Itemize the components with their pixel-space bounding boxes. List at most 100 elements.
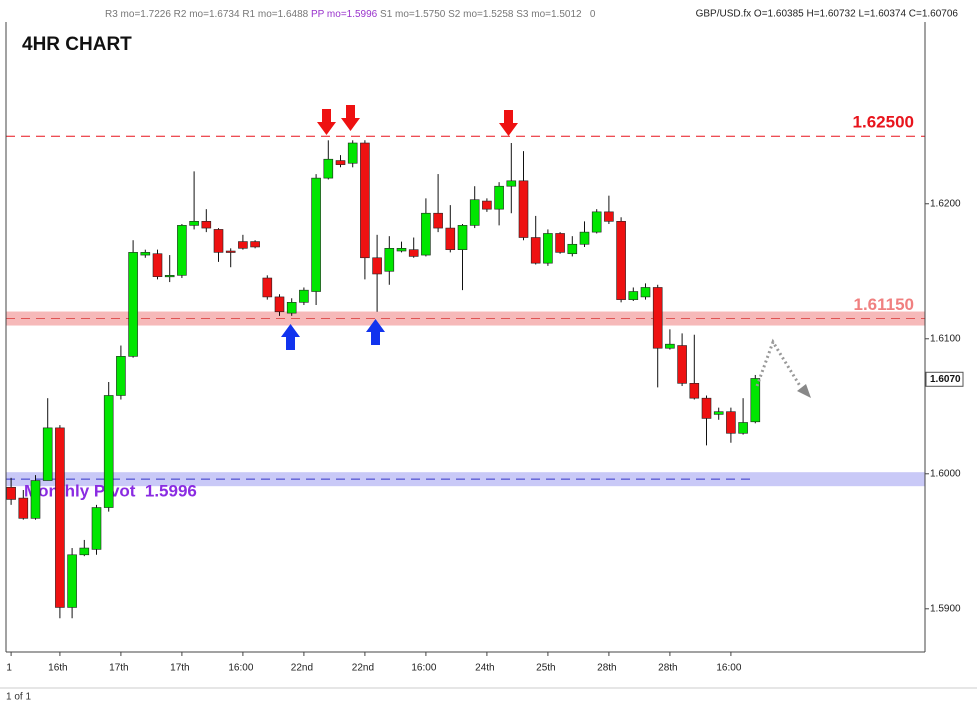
candle-body [262,277,273,298]
candle-body [665,343,675,349]
level-label: 1.61150 [853,295,914,314]
candle-body [372,257,382,275]
candle-body [433,212,443,229]
x-tick-label: 16th [48,663,67,674]
candle-body [213,229,224,253]
x-tick-label: 16:00 [228,663,253,674]
candle-body [628,291,639,300]
candle-body [726,411,736,434]
header-pivots: R3 mo=1.7226 R2 mo=1.6734 R1 mo=1.6488 P… [105,9,596,20]
candle-body [91,507,102,550]
candle-body [457,225,468,250]
candle-body [555,233,565,253]
x-tick-label: 25th [536,663,555,674]
candle-body [469,199,480,226]
candle-body [494,185,504,210]
candle-body [55,427,65,608]
projection-head [797,384,811,398]
counter: 0 [590,9,596,20]
pivot-pp: PP mo=1.5996 [311,9,378,20]
x-tick-label: 24th [475,663,494,674]
candle-body [18,497,29,519]
y-tick-label: 1.5900 [930,603,961,614]
page-count: 1 of 1 [6,692,31,703]
y-tick-label: 1.6000 [930,468,961,479]
level-band [6,472,925,487]
sell-arrow [341,105,360,131]
x-tick-label: 28th [658,663,677,674]
candle-body [128,252,138,357]
candle-body [116,356,126,396]
candle-body [384,248,395,272]
candle-body [30,480,41,519]
chart-title: 4HR CHART [22,34,132,55]
candle-body [396,248,407,252]
candle-body [482,200,492,210]
projection-path [755,338,802,387]
candle-body [677,345,687,384]
x-tick-label: 16:00 [411,663,436,674]
candle-body [713,411,724,415]
candle-body [543,233,553,264]
price-marker [925,371,964,387]
pivots-left: R3 mo=1.7226 R2 mo=1.6734 R1 mo=1.6488 [105,9,309,20]
candle-body [640,287,651,298]
candle-body [530,237,541,264]
candle-body [750,378,761,423]
candle-body [567,243,578,255]
candle-body [604,211,614,222]
x-tick-label: 17th [170,663,189,674]
buy-arrow [366,319,385,345]
candle-body [67,554,77,608]
candle-body [506,180,517,187]
candle-body [518,180,529,238]
candle-body [152,253,163,277]
price-marker-label: 1.6070 [930,374,961,385]
candle-body [189,221,199,226]
x-tick-label: 17th [109,663,128,674]
candle-body [689,383,700,399]
axes: 1.5900 1.6000 1.6100 1.6200 1.6070 1 16th 17th 1… [5,22,964,674]
annotations [281,105,811,398]
x-tick-label: 1 [6,663,12,674]
candle-body [591,211,602,233]
y-tick-label: 1.6200 [930,198,961,209]
candle-body [408,249,419,257]
candle-body [6,486,16,500]
candle-body [299,289,309,303]
candle-body [103,395,114,508]
x-tick-label: 22nd [352,663,374,674]
candle-body [164,275,175,278]
candle-body [347,142,358,164]
candle-body [42,427,53,481]
candle-body [445,227,456,250]
quote: GBP/USD.fx O=1.60385 H=1.60732 L=1.60374… [696,9,959,20]
y-tick-label: 1.6100 [930,333,961,344]
candle-body [201,221,212,229]
candle-body [286,302,297,314]
candle-body [250,241,260,248]
candle-body [701,397,712,419]
candle-body [652,287,663,349]
sell-arrow [499,110,518,136]
level-label: 1.62500 [853,113,914,132]
candle-body [311,177,321,292]
candle-body [225,250,236,253]
candle-body [421,212,431,256]
candle-body [177,225,187,276]
candle-body [579,231,590,245]
candle-body [616,221,626,300]
level-band [6,311,925,326]
x-tick-label: 28th [597,663,616,674]
sell-arrow [317,109,336,135]
candle-body [323,158,334,179]
candle-body [238,241,248,249]
candle-body [274,296,285,313]
candle-body [738,422,748,434]
candle-body [140,252,151,256]
x-tick-label: 22nd [291,663,313,674]
candle-body [335,160,346,165]
